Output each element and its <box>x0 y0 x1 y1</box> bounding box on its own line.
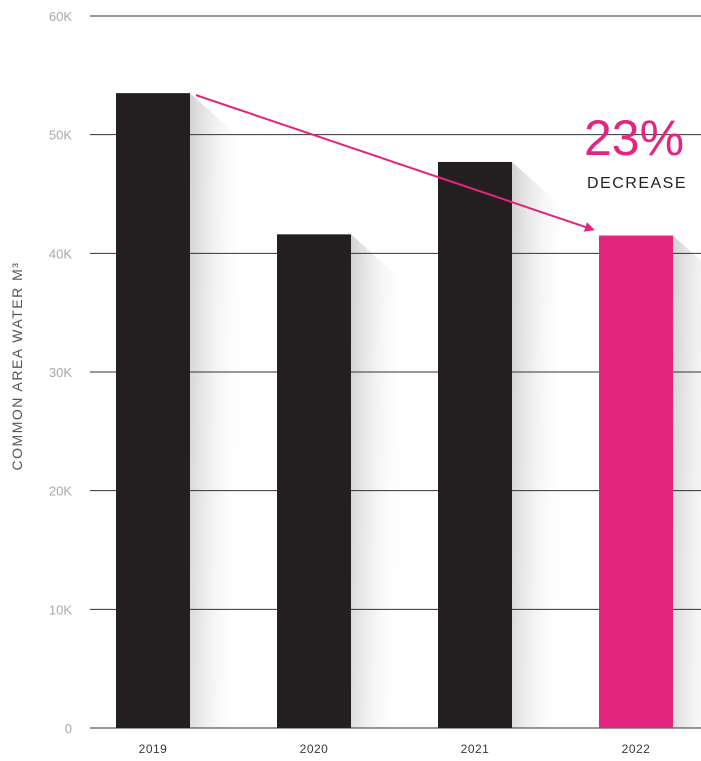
bar-shadow-2021 <box>512 161 570 728</box>
y-tick-40K: 40K <box>49 246 72 261</box>
trend-arrow <box>195 94 595 232</box>
bar-2019 <box>116 93 190 729</box>
annotation-percent: 23% <box>584 110 684 166</box>
bar-2022 <box>599 235 673 729</box>
bar-shadow-2019 <box>190 93 248 729</box>
y-axis-label: COMMON AREA WATER M³ <box>9 262 25 471</box>
bar-2020 <box>277 234 351 728</box>
x-tick-2021: 2021 <box>461 742 490 756</box>
x-tick-2019: 2019 <box>139 742 168 756</box>
y-tick-labels: 0 10K 20K 30K 40K 50K 60K <box>49 9 72 736</box>
annotation-label: DECREASE <box>587 175 687 192</box>
y-tick-50K: 50K <box>49 128 72 143</box>
bar-2021 <box>438 161 512 728</box>
bar-shadows <box>190 93 701 729</box>
x-tick-2020: 2020 <box>300 742 329 756</box>
x-tick-2022: 2022 <box>622 742 651 756</box>
y-tick-20K: 20K <box>49 484 72 499</box>
y-tick-30K: 30K <box>49 365 72 380</box>
y-tick-10K: 10K <box>49 602 72 617</box>
bar-shadow-2020 <box>351 234 409 728</box>
y-tick-60K: 60K <box>49 9 72 24</box>
bars <box>116 93 673 729</box>
y-tick-0: 0 <box>65 721 72 736</box>
bar-shadow-2022 <box>673 235 701 728</box>
x-tick-labels: 2019 2020 2021 2022 <box>139 742 651 756</box>
